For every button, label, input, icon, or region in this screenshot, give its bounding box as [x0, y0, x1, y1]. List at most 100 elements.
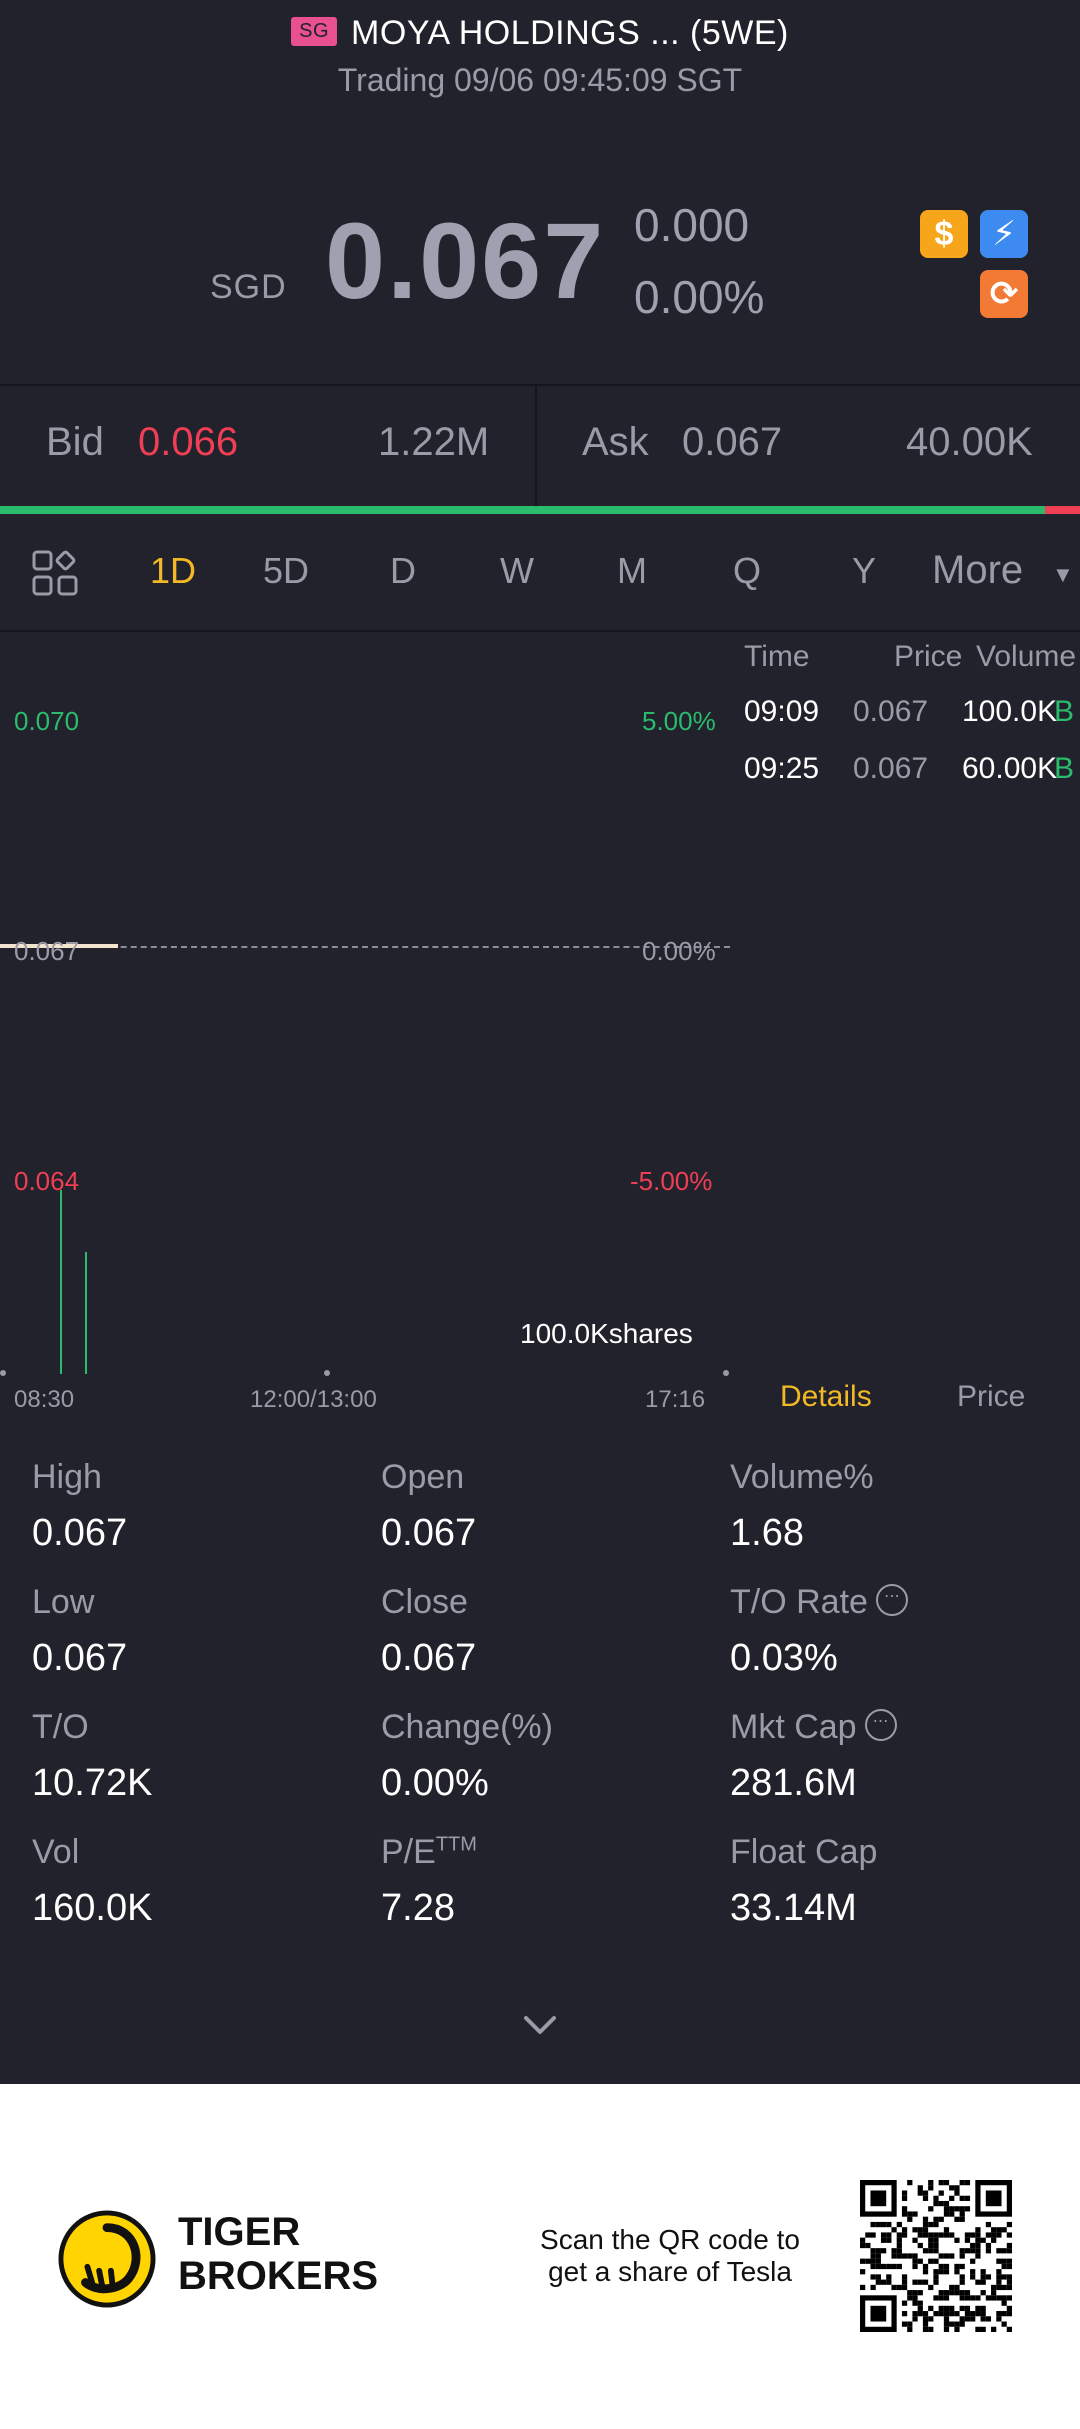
- promo-text: Scan the QR code to get a share of Tesla: [520, 2224, 820, 2288]
- chevron-down-icon[interactable]: [520, 2010, 560, 2040]
- stat-value: 160.0K: [32, 1887, 153, 1929]
- tab-y[interactable]: Y: [852, 550, 877, 591]
- stat-label: Volume%: [730, 1458, 874, 1496]
- flash-icon[interactable]: ⚡: [980, 210, 1028, 258]
- prev-close-line: [0, 946, 730, 948]
- stat-label: T/O: [32, 1708, 89, 1746]
- stat-label: High: [32, 1458, 102, 1496]
- period-tab-bar: [0, 514, 1080, 632]
- market-badge: SG: [291, 16, 338, 46]
- stat-label-pe: P/ETTM: [381, 1833, 477, 1872]
- axis-dot: [723, 1370, 729, 1376]
- margin-icon[interactable]: ⟳: [980, 270, 1028, 318]
- stat-value: 33.14M: [730, 1887, 857, 1929]
- volume-scale-label: 100.0Kshares: [520, 1318, 693, 1349]
- pct-axis-low: -5.00%: [630, 1166, 713, 1196]
- stat-label: Low: [32, 1583, 95, 1621]
- stat-label: Vol: [32, 1833, 80, 1871]
- tab-m[interactable]: M: [617, 550, 647, 591]
- bid-strength-bar: [0, 506, 1045, 514]
- ask-label: Ask: [582, 420, 649, 464]
- axis-dot: [0, 1370, 6, 1376]
- promo-line-2: get a share of Tesla: [548, 2256, 792, 2287]
- bid-label: Bid: [46, 420, 104, 464]
- stat-label: Mkt Cap: [730, 1708, 857, 1746]
- divider: [0, 384, 1080, 386]
- trade-price: 0.067: [853, 695, 929, 728]
- ask-size: 40.00K: [906, 420, 1033, 464]
- price-axis-low: 0.064: [14, 1166, 80, 1196]
- trade-time: 09:09: [744, 695, 820, 728]
- bid-ask-separator: [535, 386, 537, 506]
- tab-5d[interactable]: 5D: [263, 550, 310, 591]
- stat-label-to-rate: T/O Rate ⋯: [730, 1583, 908, 1622]
- price-axis-mid: 0.067: [14, 936, 80, 966]
- pct-axis-high: 5.00%: [642, 706, 716, 736]
- currency-label: SGD: [210, 268, 287, 306]
- tab-price[interactable]: Price: [957, 1380, 1026, 1413]
- price-line: [0, 944, 118, 948]
- time-tick-open: 08:30: [14, 1386, 75, 1413]
- tab-d[interactable]: D: [390, 550, 416, 591]
- stat-label: Change(%): [381, 1708, 553, 1746]
- stat-value: 0.00%: [381, 1762, 489, 1804]
- tab-details[interactable]: Details: [780, 1380, 872, 1413]
- tab-w[interactable]: W: [500, 550, 534, 591]
- time-tick-mid: 12:00/13:00: [250, 1386, 377, 1413]
- bid-size: 1.22M: [378, 420, 490, 464]
- promo-line-1: Scan the QR code to: [540, 2224, 800, 2255]
- stat-value: 7.28: [381, 1887, 455, 1929]
- stat-value: 0.067: [32, 1637, 128, 1679]
- info-icon[interactable]: ⋯: [864, 1709, 897, 1742]
- intraday-chart[interactable]: [0, 632, 730, 1380]
- tab-q[interactable]: Q: [733, 550, 762, 591]
- stat-label-mkt-cap: Mkt Cap ⋯: [730, 1708, 897, 1747]
- trades-header-price: Price: [894, 640, 963, 673]
- volume-bar: [60, 1190, 62, 1374]
- brand-line-2: BROKERS: [178, 2254, 379, 2298]
- trade-side: B: [1054, 752, 1075, 785]
- brand-line-1: TIGER: [178, 2210, 301, 2254]
- stock-title: SG MOYA HOLDINGS ... (5WE): [0, 14, 1080, 53]
- trade-volume: 100.0K: [962, 695, 1058, 728]
- ask-price: 0.067: [682, 420, 783, 464]
- stat-value: 281.6M: [730, 1762, 857, 1804]
- tab-1d[interactable]: 1D: [150, 550, 197, 591]
- stat-value: 10.72K: [32, 1762, 153, 1804]
- last-price: 0.067: [325, 200, 606, 321]
- trading-status: Trading 09/06 09:45:09 SGT: [337, 62, 743, 98]
- price-change: 0.000: [634, 199, 750, 251]
- trades-header-time: Time: [744, 640, 810, 673]
- axis-dot: [324, 1370, 330, 1376]
- tiger-logo-icon: [58, 2210, 156, 2308]
- volume-bar: [85, 1252, 87, 1374]
- ask-strength-bar: [1045, 506, 1080, 514]
- pct-axis-mid: 0.00%: [642, 936, 716, 966]
- trades-header-volume: Volume: [976, 640, 1077, 673]
- time-tick-close: 17:16: [645, 1386, 706, 1413]
- chart-settings-icon[interactable]: [32, 550, 78, 596]
- price-change-pct: 0.00%: [634, 271, 765, 323]
- stat-label: Close: [381, 1583, 468, 1621]
- chevron-down-icon[interactable]: ▼: [1052, 562, 1074, 587]
- stock-name: MOYA HOLDINGS ... (5WE): [351, 14, 789, 52]
- trade-volume: 60.00K: [962, 752, 1058, 785]
- stat-value: 0.067: [381, 1512, 477, 1554]
- stat-label: T/O Rate: [730, 1583, 868, 1621]
- qr-code[interactable]: [860, 2180, 1012, 2332]
- brand-name: TIGER BROKERS: [178, 2210, 378, 2298]
- info-icon[interactable]: ⋯: [875, 1584, 908, 1617]
- stat-value: 0.067: [381, 1637, 477, 1679]
- stat-label: Float Cap: [730, 1833, 878, 1871]
- stat-label: P/E: [381, 1833, 436, 1871]
- dollar-icon[interactable]: $: [920, 210, 968, 258]
- price-axis-high: 0.070: [14, 706, 80, 736]
- stat-value: 1.68: [730, 1512, 804, 1554]
- stat-label-sup: TTM: [435, 1833, 477, 1856]
- bid-price: 0.066: [138, 420, 239, 464]
- stat-value: 0.067: [32, 1512, 128, 1554]
- more-periods-button[interactable]: More: [932, 548, 1024, 592]
- trade-side: B: [1054, 695, 1075, 728]
- trade-time: 09:25: [744, 752, 820, 785]
- stat-value: 0.03%: [730, 1637, 838, 1679]
